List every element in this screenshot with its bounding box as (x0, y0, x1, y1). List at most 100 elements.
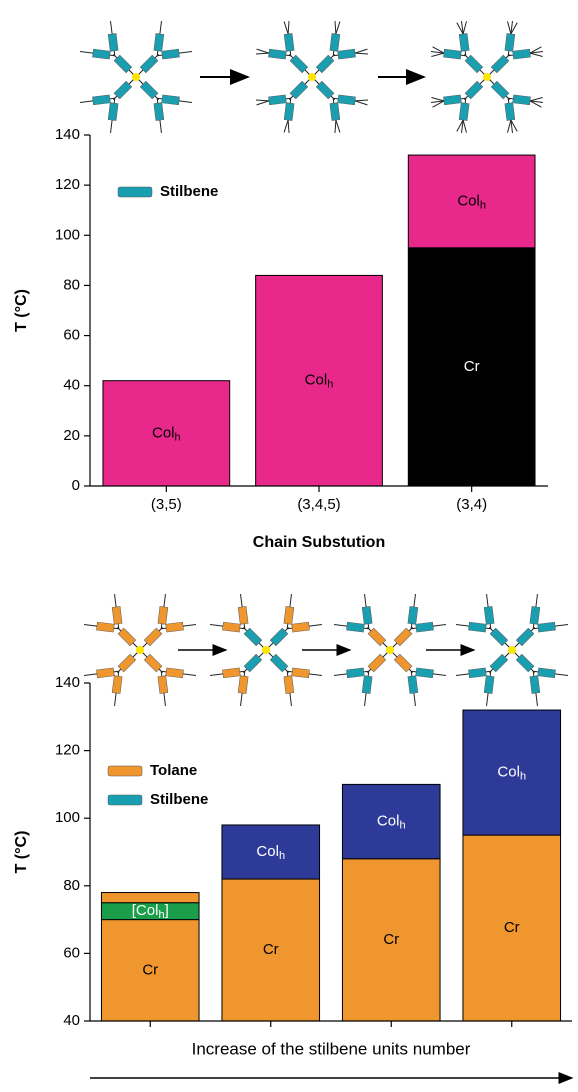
chain (536, 693, 538, 706)
rod (468, 622, 486, 632)
rod (292, 622, 310, 632)
chain (334, 625, 347, 627)
rod (443, 95, 461, 105)
chain (115, 693, 117, 706)
rod (484, 676, 494, 694)
rod (158, 676, 168, 694)
y-tick-label: 20 (63, 427, 80, 444)
rod (459, 103, 469, 121)
chain (536, 594, 538, 607)
rod (162, 95, 180, 105)
chain (284, 120, 288, 133)
chain (241, 693, 243, 706)
figure: 020406080100120140T (°C)CrColhColhColh(3… (0, 0, 578, 1087)
rod (459, 33, 469, 51)
chain (456, 625, 469, 627)
rod (538, 622, 556, 632)
core (508, 646, 516, 654)
y-tick-label: 100 (55, 809, 80, 826)
chain (487, 693, 489, 706)
rod (443, 49, 461, 59)
rod (112, 676, 122, 694)
segment-label: Cr (142, 961, 158, 978)
rod (362, 676, 372, 694)
rod (530, 676, 540, 694)
x-tick-label: (3,4) (456, 496, 487, 513)
segment-label-sub: h (480, 199, 486, 211)
chain (256, 49, 269, 53)
chain (164, 594, 166, 607)
y-tick-label: 60 (63, 327, 80, 344)
rod (505, 103, 515, 121)
rod (92, 95, 110, 105)
rod (284, 606, 294, 624)
rod (238, 676, 248, 694)
x-tick-label: (3,4,5) (297, 496, 340, 513)
rod (238, 606, 248, 624)
rod (118, 654, 136, 672)
rod (144, 628, 162, 646)
rod (284, 676, 294, 694)
y-tick-label: 140 (55, 126, 80, 143)
core (136, 646, 144, 654)
rod (284, 103, 294, 121)
segment-label: Cr (263, 941, 279, 958)
y-tick-label: 80 (63, 276, 80, 293)
rod (468, 668, 486, 678)
rod (96, 622, 114, 632)
legend-label: Tolane (150, 762, 197, 779)
rod (162, 49, 180, 59)
chain (365, 693, 367, 706)
chain (210, 674, 223, 676)
bar-segment (101, 893, 199, 903)
chain (115, 594, 117, 607)
rod (362, 606, 372, 624)
chain (179, 52, 192, 54)
legend-label: Stilbene (150, 791, 208, 808)
rod (158, 606, 168, 624)
rod (513, 49, 531, 59)
y-tick-label: 80 (63, 877, 80, 894)
rod (222, 668, 240, 678)
chain (256, 101, 269, 105)
chain (160, 21, 162, 34)
y-tick-label: 40 (63, 377, 80, 394)
core (262, 646, 270, 654)
y-tick-label: 120 (55, 742, 80, 759)
rod (92, 49, 110, 59)
chain (164, 693, 166, 706)
chain (433, 674, 446, 676)
chain (210, 625, 223, 627)
chain (487, 594, 489, 607)
chain (80, 52, 93, 54)
rod (416, 668, 434, 678)
y-axis-title: T (°C) (13, 289, 30, 332)
y-tick-label: 100 (55, 226, 80, 243)
chain (365, 594, 367, 607)
chain (80, 101, 93, 103)
rod (284, 33, 294, 51)
chain (555, 625, 568, 627)
legend-swatch (108, 766, 142, 776)
molecule (76, 17, 196, 137)
chain (433, 625, 446, 627)
chain (160, 120, 162, 133)
rod (330, 33, 340, 51)
rod (166, 668, 184, 678)
y-tick-label: 40 (63, 1012, 80, 1029)
rod (408, 606, 418, 624)
rod (408, 676, 418, 694)
chain (555, 674, 568, 676)
chain (456, 674, 469, 676)
chain (84, 674, 97, 676)
segment-label-sub: h (175, 431, 181, 443)
rod (222, 622, 240, 632)
chain (309, 674, 322, 676)
chain (179, 101, 192, 103)
chain (290, 693, 292, 706)
rod (268, 95, 286, 105)
rod (505, 33, 515, 51)
segment-label-sub: h (327, 379, 333, 391)
rod (96, 668, 114, 678)
molecule (252, 17, 371, 136)
